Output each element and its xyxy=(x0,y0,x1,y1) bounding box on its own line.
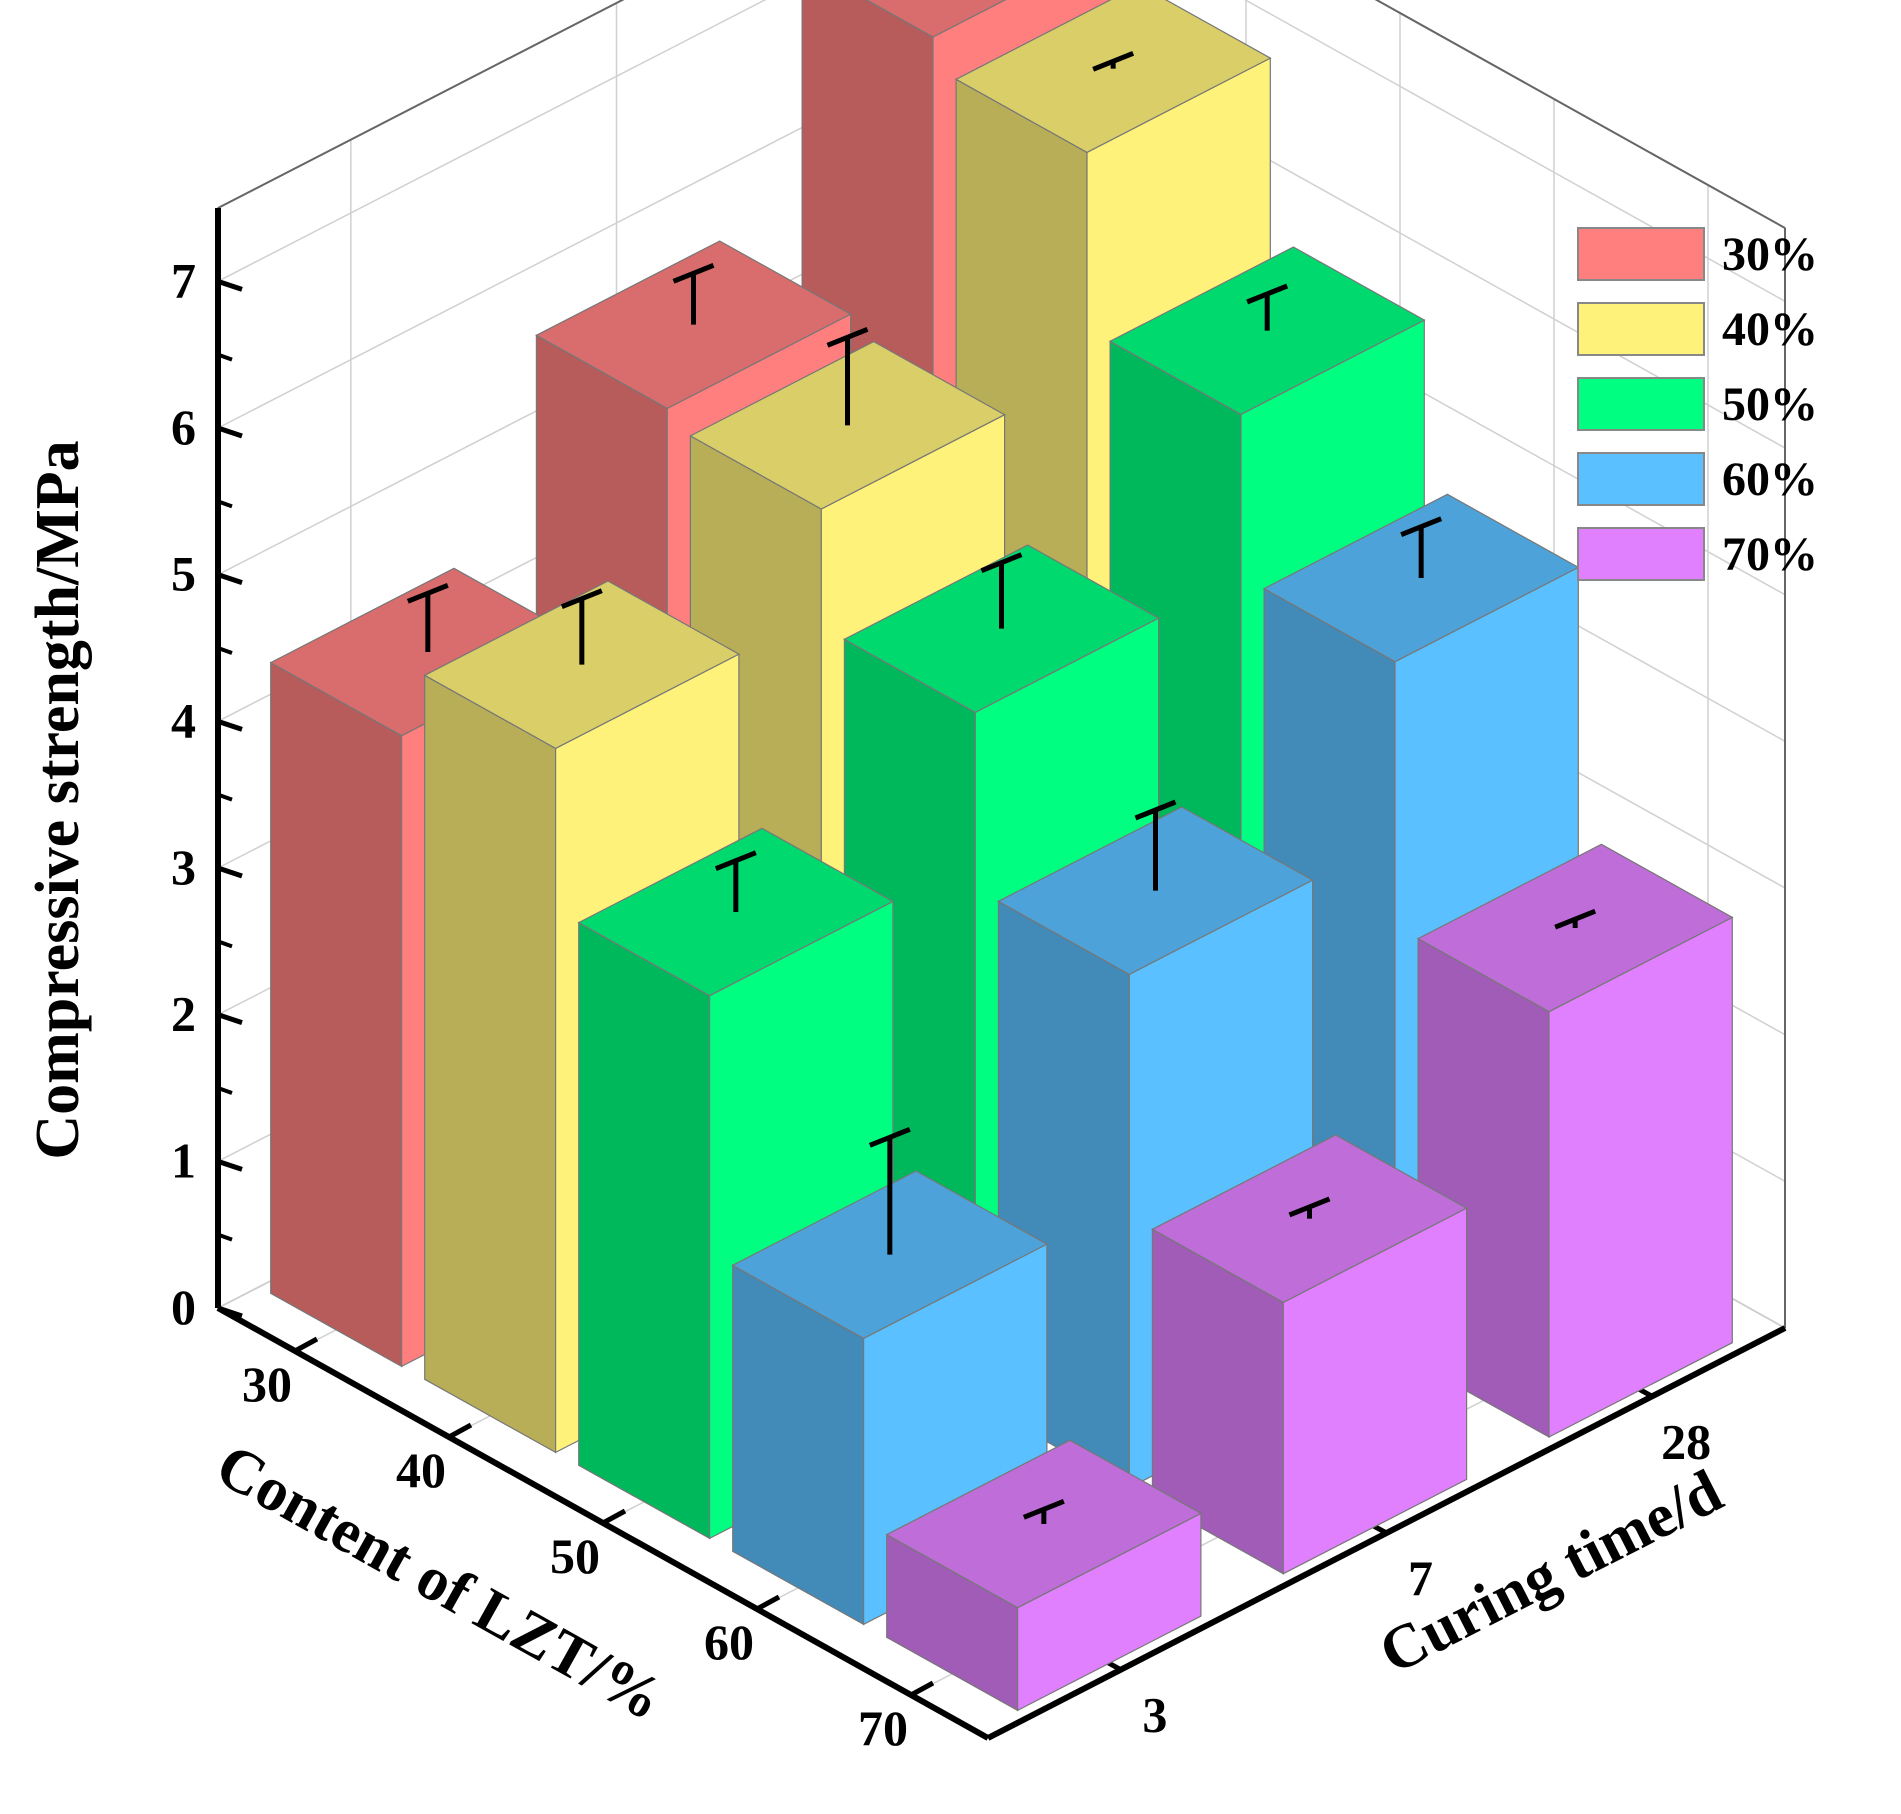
bar-top-face xyxy=(1108,246,1426,416)
z-tick xyxy=(217,425,243,439)
z-minor-tick xyxy=(217,646,233,655)
z-tick xyxy=(217,278,243,292)
curing-tick-label: 3 xyxy=(1142,1687,1167,1743)
bar-top-face xyxy=(954,0,1272,154)
z-tick-label: 7 xyxy=(171,252,196,308)
error-bar-cap xyxy=(714,850,757,871)
bar-top-face xyxy=(997,806,1314,976)
bar-top-face xyxy=(865,0,1007,38)
content-tick xyxy=(601,1508,627,1526)
error-bar-cap xyxy=(980,552,1023,573)
error-bar-cap xyxy=(1022,1499,1065,1520)
error-bar-cap xyxy=(826,327,869,348)
content-tick-label: 50 xyxy=(550,1528,600,1584)
bar-top-face xyxy=(1151,1134,1468,1304)
bar-side-face xyxy=(424,674,557,1454)
content-tick xyxy=(293,1336,319,1354)
bar-70%-28d xyxy=(1416,843,1734,1439)
z-tick xyxy=(217,1305,243,1319)
z-minor-tick xyxy=(217,499,233,509)
error-bar-cap xyxy=(1288,1196,1331,1218)
error-bar-cap xyxy=(868,1127,911,1148)
error-bar-cap xyxy=(1092,51,1135,72)
bar-side-face xyxy=(578,921,711,1540)
legend-swatch xyxy=(1577,377,1705,431)
z-tick xyxy=(217,572,243,586)
curing-tick-label: 7 xyxy=(1408,1550,1433,1606)
z-tick-label: 0 xyxy=(171,1279,196,1335)
wall-top-edge xyxy=(217,0,1786,229)
z-tick-label: 5 xyxy=(171,546,196,602)
error-bar-cap xyxy=(406,583,449,604)
z-tick xyxy=(217,1012,243,1026)
error-bar-cap xyxy=(1554,908,1597,930)
legend-label: 30% xyxy=(1722,228,1818,281)
z-tick-label: 6 xyxy=(171,399,196,455)
content-tick-label: 60 xyxy=(704,1614,754,1670)
gridline-z xyxy=(217,0,1786,302)
z-minor-tick xyxy=(217,1232,233,1242)
z-tick xyxy=(217,1158,243,1172)
error-bar-cap xyxy=(1400,516,1443,537)
z-axis-title: Compressive strength/MPa xyxy=(24,440,92,1159)
curing-tick-label: 28 xyxy=(1661,1413,1711,1469)
bars xyxy=(269,0,1734,1712)
content-tick xyxy=(447,1422,473,1440)
legend-swatch xyxy=(1577,302,1705,356)
error-bar-cap xyxy=(1134,799,1177,821)
error-bar-cap xyxy=(672,263,715,284)
z-tick-label: 2 xyxy=(171,986,196,1042)
content-tick-label: 70 xyxy=(858,1700,908,1756)
legend-swatch xyxy=(1577,452,1705,506)
z-tick xyxy=(217,865,243,879)
bar-top-face xyxy=(843,544,1160,714)
bar-70%-7d xyxy=(1151,1134,1468,1575)
legend-swatch xyxy=(1577,227,1705,281)
bar-top-face xyxy=(731,1170,1049,1340)
z-tick-label: 1 xyxy=(171,1132,196,1188)
z-tick-label: 4 xyxy=(171,692,196,748)
error-bar-cap xyxy=(1246,283,1289,305)
z-tick xyxy=(217,718,243,732)
legend-label: 50% xyxy=(1722,378,1818,431)
z-minor-tick xyxy=(217,792,233,802)
z-tick-label: 3 xyxy=(171,839,196,895)
content-tick-label: 30 xyxy=(242,1356,292,1412)
content-tick-label: 40 xyxy=(396,1442,446,1498)
z-minor-tick xyxy=(217,1086,233,1095)
legend-label: 70% xyxy=(1722,528,1818,581)
legend: 30% 40% 50% 60% 70% xyxy=(1577,227,1818,581)
z-minor-tick xyxy=(217,939,233,949)
legend-swatch xyxy=(1577,527,1705,581)
content-tick xyxy=(909,1680,935,1698)
content-tick xyxy=(755,1594,781,1612)
bar-side-face xyxy=(270,661,403,1368)
bar-top-face xyxy=(535,240,852,410)
error-bar-cap xyxy=(560,588,603,609)
bar-70%-3d xyxy=(885,1439,1203,1712)
axes xyxy=(215,208,1787,1741)
legend-label: 40% xyxy=(1722,303,1818,356)
z-minor-tick xyxy=(217,352,233,362)
bar-top-face xyxy=(423,580,741,750)
legend-label: 60% xyxy=(1722,453,1818,506)
